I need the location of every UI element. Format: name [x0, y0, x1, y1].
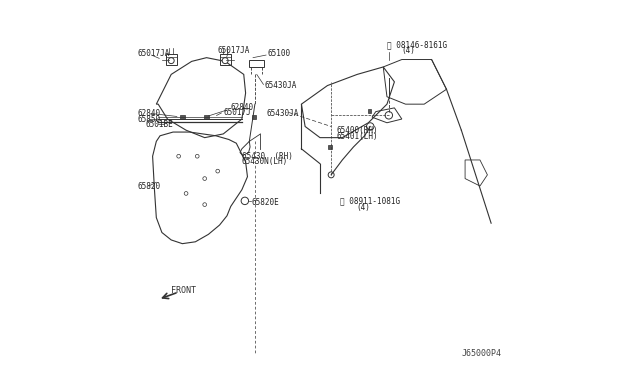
Text: 65430N(LH): 65430N(LH)	[242, 157, 288, 166]
Text: 65401(LH): 65401(LH)	[337, 132, 378, 141]
Bar	[328, 145, 332, 149]
Text: 65400(RH): 65400(RH)	[337, 126, 378, 135]
Circle shape	[168, 58, 174, 64]
Circle shape	[222, 58, 228, 64]
Text: FRONT: FRONT	[172, 286, 196, 295]
Text: 62840: 62840	[231, 103, 254, 112]
Text: (4): (4)	[356, 203, 371, 212]
Text: 65850: 65850	[138, 115, 161, 124]
Text: (4): (4)	[402, 46, 416, 55]
Text: Ⓑ 08146-8161G: Ⓑ 08146-8161G	[387, 40, 447, 49]
Text: 65820E: 65820E	[251, 198, 279, 207]
Text: 65017J: 65017J	[223, 108, 251, 117]
Text: Ⓝ 08911-1081G: Ⓝ 08911-1081G	[340, 196, 401, 205]
Text: 6501BE: 6501BE	[145, 121, 173, 129]
Bar	[252, 115, 256, 119]
Text: 65820: 65820	[138, 182, 161, 190]
Text: 65430JA: 65430JA	[264, 81, 296, 90]
Text: 65430JA: 65430JA	[266, 109, 298, 118]
Text: 65017JA: 65017JA	[218, 46, 250, 55]
Bar	[204, 115, 209, 119]
Text: 65100: 65100	[268, 49, 291, 58]
Circle shape	[367, 123, 374, 130]
Text: J65000P4: J65000P4	[461, 349, 501, 358]
Text: 62840: 62840	[138, 109, 161, 118]
Text: 65430  (RH): 65430 (RH)	[242, 153, 292, 161]
Bar	[180, 115, 185, 119]
Bar	[367, 109, 371, 113]
Circle shape	[241, 197, 248, 205]
Circle shape	[385, 112, 392, 119]
Text: 65017JA: 65017JA	[138, 49, 170, 58]
Circle shape	[328, 172, 334, 178]
